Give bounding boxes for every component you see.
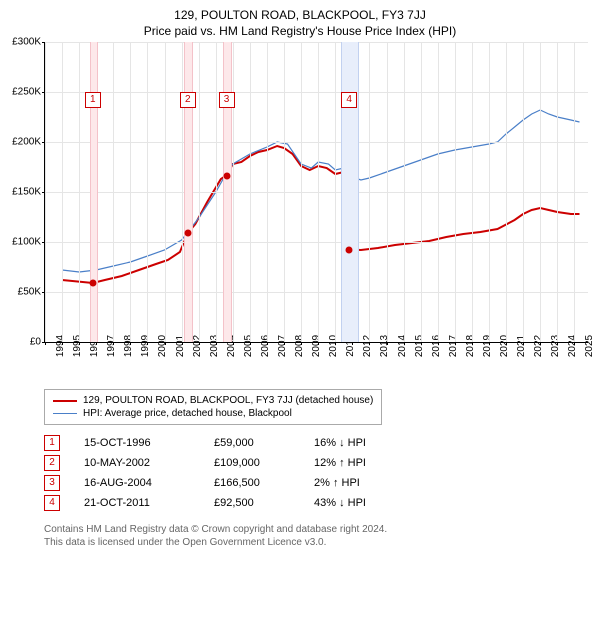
legend-label: HPI: Average price, detached house, Blac… xyxy=(83,408,292,419)
x-gridline xyxy=(472,42,473,342)
x-gridline xyxy=(62,42,63,342)
table-row: 1 15-OCT-1996£59,00016% ↓ HPI xyxy=(44,433,600,453)
x-gridline xyxy=(182,42,183,342)
marker-ref-box: 3 xyxy=(44,475,60,491)
marker-box: 1 xyxy=(85,92,101,108)
series-property xyxy=(62,146,579,283)
marker-band xyxy=(90,42,99,342)
x-gridline xyxy=(369,42,370,342)
legend-row: HPI: Average price, detached house, Blac… xyxy=(53,407,373,420)
marker-band xyxy=(223,42,232,342)
marker-band xyxy=(184,42,193,342)
legend-swatch xyxy=(53,400,77,402)
x-gridline xyxy=(130,42,131,342)
sale-delta: 2% ↑ HPI xyxy=(314,477,414,489)
x-gridline xyxy=(284,42,285,342)
sale-date: 10-MAY-2002 xyxy=(84,457,214,469)
sales-table: 1 15-OCT-1996£59,00016% ↓ HPI 2 10-MAY-2002… xyxy=(44,433,600,513)
table-row: 4 21-OCT-2011£92,50043% ↓ HPI xyxy=(44,493,600,513)
sale-delta: 43% ↓ HPI xyxy=(314,497,414,509)
x-tick-label: 2025 xyxy=(574,335,595,357)
marker-box: 2 xyxy=(180,92,196,108)
x-gridline xyxy=(216,42,217,342)
table-row: 3 16-AUG-2004£166,5002% ↑ HPI xyxy=(44,473,600,493)
sale-delta: 16% ↓ HPI xyxy=(314,437,414,449)
title-subtitle: Price paid vs. HM Land Registry's House … xyxy=(0,24,600,38)
chart: £0£50K£100K£150K£200K£250K£300K199419951… xyxy=(44,42,588,343)
x-gridline xyxy=(335,42,336,342)
y-tick-label: £250K xyxy=(12,87,41,98)
x-gridline xyxy=(489,42,490,342)
x-gridline xyxy=(45,42,46,342)
sale-date: 16-AUG-2004 xyxy=(84,477,214,489)
y-tick-label: £300K xyxy=(12,37,41,48)
sale-date: 15-OCT-1996 xyxy=(84,437,214,449)
y-tick-label: £0 xyxy=(30,337,41,348)
x-gridline xyxy=(79,42,80,342)
sale-delta: 12% ↑ HPI xyxy=(314,457,414,469)
title-address: 129, POULTON ROAD, BLACKPOOL, FY3 7JJ xyxy=(0,8,600,22)
title-block: 129, POULTON ROAD, BLACKPOOL, FY3 7JJ Pr… xyxy=(0,0,600,42)
x-gridline xyxy=(404,42,405,342)
y-tick-label: £50K xyxy=(18,287,41,298)
legend-row: 129, POULTON ROAD, BLACKPOOL, FY3 7JJ (d… xyxy=(53,394,373,407)
x-gridline xyxy=(165,42,166,342)
x-gridline xyxy=(318,42,319,342)
marker-dot xyxy=(184,230,191,237)
x-gridline xyxy=(147,42,148,342)
sale-price: £92,500 xyxy=(214,497,314,509)
marker-box: 4 xyxy=(341,92,357,108)
x-gridline xyxy=(455,42,456,342)
x-gridline xyxy=(267,42,268,342)
marker-box: 3 xyxy=(219,92,235,108)
marker-dot xyxy=(346,246,353,253)
legend: 129, POULTON ROAD, BLACKPOOL, FY3 7JJ (d… xyxy=(44,389,382,425)
x-gridline xyxy=(233,42,234,342)
x-gridline xyxy=(250,42,251,342)
marker-dot xyxy=(89,280,96,287)
legend-label: 129, POULTON ROAD, BLACKPOOL, FY3 7JJ (d… xyxy=(83,395,373,406)
footnote-line1: Contains HM Land Registry data © Crown c… xyxy=(44,523,588,536)
x-gridline xyxy=(557,42,558,342)
marker-band xyxy=(341,42,359,342)
marker-ref-box: 4 xyxy=(44,495,60,511)
series-hpi xyxy=(62,110,579,272)
x-gridline xyxy=(421,42,422,342)
x-gridline xyxy=(574,42,575,342)
marker-ref-box: 2 xyxy=(44,455,60,471)
table-row: 2 10-MAY-2002£109,00012% ↑ HPI xyxy=(44,453,600,473)
page: 129, POULTON ROAD, BLACKPOOL, FY3 7JJ Pr… xyxy=(0,0,600,549)
y-tick-label: £150K xyxy=(12,187,41,198)
x-gridline xyxy=(506,42,507,342)
sale-price: £166,500 xyxy=(214,477,314,489)
marker-ref-box: 1 xyxy=(44,435,60,451)
y-tick-label: £200K xyxy=(12,137,41,148)
footnote-line2: This data is licensed under the Open Gov… xyxy=(44,536,588,549)
x-gridline xyxy=(438,42,439,342)
sale-date: 21-OCT-2011 xyxy=(84,497,214,509)
marker-dot xyxy=(223,172,230,179)
y-tick-label: £100K xyxy=(12,237,41,248)
footnote: Contains HM Land Registry data © Crown c… xyxy=(44,523,588,549)
x-gridline xyxy=(540,42,541,342)
sale-price: £59,000 xyxy=(214,437,314,449)
x-gridline xyxy=(387,42,388,342)
legend-swatch xyxy=(53,413,77,414)
x-gridline xyxy=(113,42,114,342)
sale-price: £109,000 xyxy=(214,457,314,469)
x-gridline xyxy=(523,42,524,342)
x-gridline xyxy=(199,42,200,342)
x-gridline xyxy=(301,42,302,342)
